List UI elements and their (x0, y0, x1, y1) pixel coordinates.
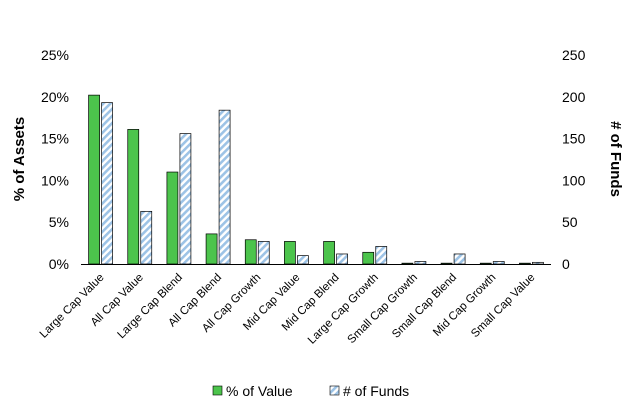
bar-funds-7 (375, 246, 388, 265)
legend: % of Value # of Funds (212, 383, 409, 399)
category-label: Large Cap Growth (306, 272, 381, 347)
bar-funds-10 (492, 261, 505, 265)
y-tick-label: 15% (41, 131, 69, 147)
bar-funds-2 (179, 133, 192, 265)
bar-value-5 (284, 241, 296, 265)
y2-tick-label: 150 (562, 131, 586, 147)
bar-value-2 (166, 171, 179, 265)
bar-funds-0 (101, 102, 113, 265)
bar-funds-9 (453, 253, 466, 265)
legend-swatch-value (212, 385, 223, 396)
legend-label-funds: # of Funds (343, 383, 409, 399)
y2-axis-title: # of Funds (607, 121, 624, 197)
bar-value-4 (244, 239, 257, 265)
bar-value-8 (401, 262, 414, 265)
y-tick-label: 5% (49, 214, 69, 230)
bar-funds-1 (140, 210, 153, 265)
bar-value-10 (479, 262, 492, 265)
bar-funds-6 (336, 253, 348, 265)
category-label: Large Cap Value (38, 272, 107, 341)
bar-value-9 (440, 262, 453, 265)
y-tick-label: 0% (49, 256, 69, 272)
bar-funds-5 (297, 255, 309, 265)
bar-funds-4 (257, 241, 270, 265)
y-axis-title: % of Assets (11, 117, 28, 201)
legend-label-value: % of Value (226, 383, 293, 399)
category-label: Small Cap Growth (346, 272, 420, 346)
left-axis-ticks: 0% 5% 10% 15% 20% 25% (41, 47, 69, 272)
bar-value-3 (205, 233, 218, 265)
right-axis-ticks: 0 50 100 150 200 250 (562, 47, 586, 272)
y2-tick-label: 50 (562, 214, 578, 230)
bar-value-7 (362, 251, 375, 265)
y-tick-label: 20% (41, 89, 69, 105)
bars-group (88, 94, 544, 265)
y2-tick-label: 0 (562, 256, 570, 272)
y2-tick-label: 250 (562, 47, 586, 63)
y-tick-label: 25% (41, 47, 69, 63)
y-tick-label: 10% (41, 172, 69, 188)
y2-tick-label: 100 (562, 172, 586, 188)
legend-swatch-funds (329, 385, 340, 396)
bar-value-1 (127, 129, 140, 265)
bar-value-11 (519, 262, 531, 265)
bar-funds-11 (532, 261, 544, 265)
y2-tick-label: 200 (562, 89, 586, 105)
bar-funds-3 (218, 109, 231, 265)
bar-value-0 (88, 94, 100, 265)
bar-funds-8 (414, 261, 427, 265)
bar-value-6 (323, 241, 335, 265)
